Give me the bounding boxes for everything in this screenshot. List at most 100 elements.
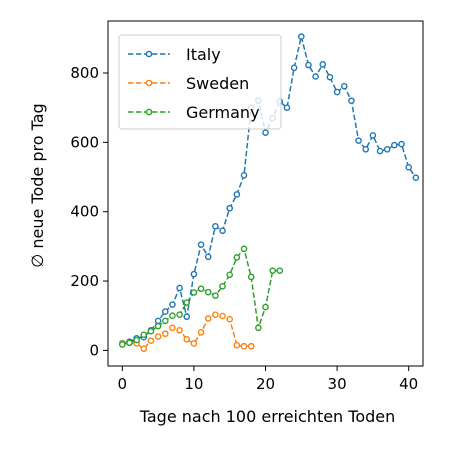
data-point-sweden bbox=[247, 342, 255, 350]
legend-label: Germany bbox=[186, 103, 260, 122]
data-point-italy bbox=[383, 145, 391, 153]
data-point-sweden bbox=[147, 337, 155, 344]
data-point-italy bbox=[398, 140, 405, 148]
legend-item-italy: Italy bbox=[128, 45, 221, 64]
data-point-sweden bbox=[204, 315, 212, 322]
data-point-italy bbox=[233, 191, 241, 198]
data-point-sweden bbox=[161, 330, 169, 338]
data-point-sweden bbox=[183, 336, 191, 343]
data-point-italy bbox=[176, 284, 183, 292]
y-tick-label: 0 bbox=[89, 341, 99, 359]
data-point-italy bbox=[369, 132, 377, 139]
data-point-germany bbox=[119, 341, 126, 348]
data-point-italy bbox=[262, 129, 269, 136]
data-point-sweden bbox=[176, 326, 183, 334]
legend-marker bbox=[145, 50, 153, 58]
data-point-italy bbox=[333, 88, 341, 96]
data-point-italy bbox=[197, 241, 205, 248]
x-tick-label: 0 bbox=[118, 375, 128, 393]
legend-marker bbox=[145, 108, 153, 116]
data-point-italy bbox=[312, 73, 319, 80]
y-tick-label: 800 bbox=[70, 64, 99, 82]
legend-item-sweden: Sweden bbox=[128, 74, 249, 93]
data-point-italy bbox=[355, 137, 362, 144]
data-point-germany bbox=[126, 339, 133, 347]
data-point-italy bbox=[305, 61, 312, 69]
plot-area bbox=[119, 33, 420, 352]
data-point-sweden bbox=[212, 311, 219, 318]
data-point-germany bbox=[233, 254, 241, 261]
data-point-germany bbox=[204, 288, 212, 296]
data-point-italy bbox=[190, 270, 198, 278]
data-point-sweden bbox=[169, 324, 176, 332]
x-tick-label: 20 bbox=[256, 375, 275, 393]
series-sweden bbox=[119, 311, 255, 352]
data-point-germany bbox=[212, 292, 219, 299]
legend-label: Italy bbox=[186, 45, 221, 64]
data-point-italy bbox=[240, 171, 248, 179]
data-point-italy bbox=[340, 82, 348, 90]
y-tick-label: 200 bbox=[70, 272, 99, 290]
data-point-italy bbox=[348, 97, 355, 105]
data-point-italy bbox=[297, 33, 305, 40]
legend-item-germany: Germany bbox=[128, 103, 260, 122]
legend-label: Sweden bbox=[186, 74, 249, 93]
data-point-germany bbox=[147, 328, 155, 335]
legend: Italy Sweden Germany bbox=[118, 34, 282, 130]
data-point-germany bbox=[190, 289, 198, 296]
data-point-germany bbox=[197, 285, 205, 292]
data-point-germany bbox=[247, 273, 255, 281]
data-point-germany bbox=[269, 267, 276, 274]
data-point-germany bbox=[161, 317, 169, 325]
data-point-italy bbox=[283, 104, 291, 111]
data-point-germany bbox=[262, 303, 269, 311]
data-point-sweden bbox=[226, 315, 234, 323]
data-point-italy bbox=[219, 227, 226, 235]
data-point-germany bbox=[133, 336, 140, 344]
data-point-sweden bbox=[197, 329, 205, 336]
legend-box bbox=[118, 34, 282, 130]
data-point-germany bbox=[176, 311, 183, 318]
data-point-sweden bbox=[190, 340, 198, 347]
series-germany bbox=[119, 245, 284, 348]
data-point-germany bbox=[169, 312, 176, 320]
data-point-italy bbox=[183, 313, 191, 321]
data-point-italy bbox=[169, 301, 176, 308]
data-point-italy bbox=[319, 61, 327, 68]
x-tick-label: 30 bbox=[328, 375, 347, 393]
x-axis-title: Tage nach 100 erreichten Toden bbox=[139, 407, 396, 426]
data-point-italy bbox=[226, 204, 234, 212]
data-point-germany bbox=[154, 322, 162, 330]
data-point-italy bbox=[362, 145, 370, 153]
data-point-italy bbox=[376, 147, 384, 155]
data-point-italy bbox=[154, 317, 162, 325]
data-point-italy bbox=[161, 308, 169, 315]
data-point-germany bbox=[226, 271, 234, 279]
x-tick-label: 40 bbox=[399, 375, 418, 393]
data-point-italy bbox=[405, 164, 412, 171]
data-point-sweden bbox=[233, 341, 241, 349]
data-point-germany bbox=[276, 267, 284, 274]
data-point-sweden bbox=[219, 312, 226, 320]
data-point-italy bbox=[204, 253, 212, 261]
data-point-italy bbox=[290, 64, 298, 72]
y-tick-label: 600 bbox=[70, 133, 99, 151]
y-tick-label: 400 bbox=[70, 203, 99, 221]
data-point-italy bbox=[326, 73, 334, 81]
x-tick-label: 10 bbox=[184, 375, 203, 393]
data-point-germany bbox=[255, 324, 262, 332]
data-point-italy bbox=[391, 141, 398, 149]
data-point-italy bbox=[212, 222, 219, 230]
data-point-germany bbox=[240, 245, 248, 253]
data-point-sweden bbox=[154, 333, 162, 340]
data-point-germany bbox=[183, 299, 191, 306]
data-point-germany bbox=[219, 282, 226, 290]
data-point-sweden bbox=[140, 345, 148, 352]
data-point-sweden bbox=[240, 342, 248, 350]
legend-marker bbox=[145, 79, 153, 87]
data-point-germany bbox=[140, 331, 148, 339]
data-point-italy bbox=[412, 174, 420, 182]
